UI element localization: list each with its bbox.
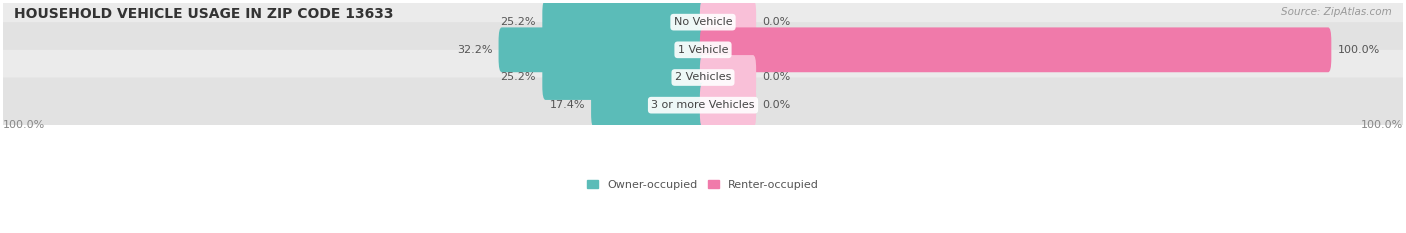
Text: 25.2%: 25.2%	[501, 17, 536, 27]
Text: 100.0%: 100.0%	[1337, 45, 1379, 55]
FancyBboxPatch shape	[0, 50, 1406, 105]
FancyBboxPatch shape	[543, 0, 706, 45]
Text: 25.2%: 25.2%	[501, 72, 536, 82]
FancyBboxPatch shape	[700, 83, 756, 128]
FancyBboxPatch shape	[591, 83, 706, 128]
Text: HOUSEHOLD VEHICLE USAGE IN ZIP CODE 13633: HOUSEHOLD VEHICLE USAGE IN ZIP CODE 1363…	[14, 7, 394, 21]
FancyBboxPatch shape	[700, 0, 756, 45]
Text: 100.0%: 100.0%	[1361, 120, 1403, 130]
FancyBboxPatch shape	[0, 78, 1406, 133]
Text: 100.0%: 100.0%	[3, 120, 45, 130]
Text: 0.0%: 0.0%	[762, 72, 790, 82]
FancyBboxPatch shape	[700, 27, 1331, 72]
Text: 17.4%: 17.4%	[550, 100, 585, 110]
FancyBboxPatch shape	[499, 27, 706, 72]
Text: 3 or more Vehicles: 3 or more Vehicles	[651, 100, 755, 110]
Text: 2 Vehicles: 2 Vehicles	[675, 72, 731, 82]
Text: 0.0%: 0.0%	[762, 17, 790, 27]
FancyBboxPatch shape	[0, 22, 1406, 78]
Text: 0.0%: 0.0%	[762, 100, 790, 110]
Text: 1 Vehicle: 1 Vehicle	[678, 45, 728, 55]
Legend: Owner-occupied, Renter-occupied: Owner-occupied, Renter-occupied	[582, 175, 824, 195]
FancyBboxPatch shape	[543, 55, 706, 100]
Text: Source: ZipAtlas.com: Source: ZipAtlas.com	[1281, 7, 1392, 17]
Text: No Vehicle: No Vehicle	[673, 17, 733, 27]
FancyBboxPatch shape	[0, 0, 1406, 50]
Text: 32.2%: 32.2%	[457, 45, 492, 55]
FancyBboxPatch shape	[700, 55, 756, 100]
